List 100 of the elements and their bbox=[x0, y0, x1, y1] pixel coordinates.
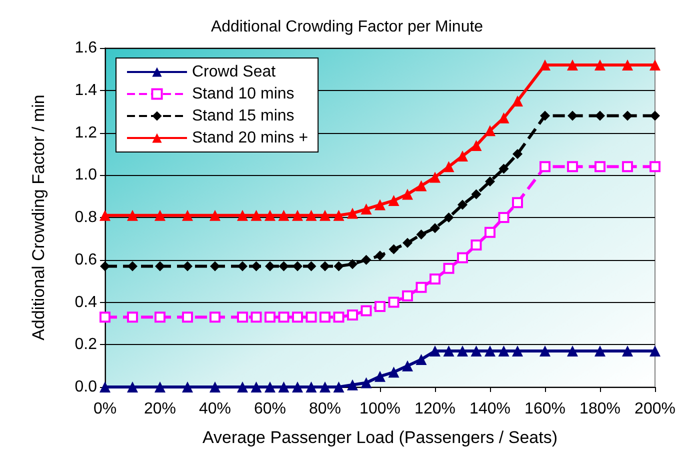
point bbox=[182, 261, 192, 272]
legend-label: Stand 15 mins bbox=[192, 108, 294, 124]
point bbox=[210, 261, 220, 272]
point bbox=[306, 210, 317, 221]
point bbox=[443, 345, 454, 356]
point bbox=[416, 282, 427, 293]
y-tick-label: 0.6 bbox=[74, 251, 98, 268]
point bbox=[238, 261, 248, 272]
point bbox=[650, 110, 660, 121]
point bbox=[347, 208, 358, 219]
point bbox=[594, 59, 606, 70]
point bbox=[458, 200, 468, 210]
point bbox=[250, 382, 262, 392]
point bbox=[374, 370, 386, 382]
y-tick-label: 0.4 bbox=[74, 294, 98, 311]
y-tick-label: 0.2 bbox=[74, 336, 98, 354]
point bbox=[443, 161, 454, 172]
point bbox=[264, 382, 276, 392]
point bbox=[471, 189, 482, 200]
point bbox=[292, 312, 303, 323]
point bbox=[237, 312, 248, 323]
point bbox=[402, 188, 413, 200]
point bbox=[278, 261, 289, 272]
point bbox=[128, 261, 138, 272]
y-tick-label: 0.8 bbox=[74, 209, 98, 226]
point bbox=[348, 259, 358, 270]
x-tick-label: 80% bbox=[308, 400, 342, 418]
point bbox=[430, 273, 440, 284]
point bbox=[470, 240, 482, 251]
point bbox=[568, 110, 578, 121]
point bbox=[360, 305, 372, 316]
point bbox=[127, 312, 138, 323]
point bbox=[182, 382, 193, 392]
x-axis-title: Average Passenger Load (Passengers / Seats) bbox=[202, 428, 558, 447]
point bbox=[320, 261, 330, 272]
y-tick-label: 1.6 bbox=[74, 40, 98, 56]
x-tick-label: 160% bbox=[524, 400, 566, 418]
point bbox=[388, 195, 400, 206]
point bbox=[498, 212, 510, 223]
point bbox=[498, 345, 510, 356]
point bbox=[100, 382, 110, 392]
point bbox=[622, 59, 633, 70]
y-tick-label: 1.4 bbox=[74, 82, 98, 99]
point bbox=[100, 210, 110, 221]
point bbox=[567, 345, 578, 356]
point bbox=[278, 382, 290, 392]
point bbox=[374, 199, 386, 210]
point bbox=[292, 382, 303, 392]
point bbox=[650, 59, 660, 70]
point bbox=[347, 309, 358, 320]
point bbox=[320, 210, 330, 221]
x-tick-label: 120% bbox=[414, 400, 456, 418]
point bbox=[375, 250, 385, 261]
point bbox=[457, 345, 468, 356]
point bbox=[100, 312, 110, 323]
x-tick-label: 200% bbox=[634, 400, 676, 418]
point bbox=[361, 254, 372, 265]
x-tick-label: 60% bbox=[254, 400, 286, 418]
x-tick-label: 0% bbox=[93, 400, 117, 418]
point bbox=[182, 312, 193, 323]
point bbox=[567, 59, 578, 70]
point bbox=[306, 261, 316, 272]
point bbox=[265, 261, 275, 272]
point bbox=[210, 382, 220, 392]
point bbox=[485, 176, 495, 186]
point bbox=[250, 210, 262, 221]
point bbox=[416, 180, 427, 192]
point bbox=[320, 312, 330, 323]
point bbox=[594, 345, 606, 356]
point bbox=[484, 125, 496, 136]
point bbox=[402, 238, 412, 248]
point bbox=[154, 210, 166, 221]
point bbox=[595, 110, 605, 121]
point bbox=[402, 290, 413, 302]
legend-label: Stand 10 mins bbox=[192, 86, 294, 102]
point bbox=[484, 226, 496, 238]
point bbox=[182, 210, 193, 221]
x-tick-label: 140% bbox=[470, 400, 510, 418]
point bbox=[470, 140, 482, 151]
point bbox=[457, 150, 468, 162]
y-tick-label: 1.0 bbox=[74, 166, 98, 184]
point bbox=[237, 210, 248, 221]
x-tick-label: 180% bbox=[580, 400, 620, 418]
point bbox=[210, 210, 220, 221]
point bbox=[512, 95, 523, 106]
point bbox=[333, 312, 344, 323]
point bbox=[594, 161, 606, 172]
point bbox=[457, 252, 468, 264]
point bbox=[402, 360, 413, 372]
x-tick-label: 100% bbox=[360, 400, 400, 418]
point bbox=[388, 244, 399, 254]
point bbox=[416, 229, 426, 240]
x-tick-label: 20% bbox=[144, 400, 176, 418]
point bbox=[416, 354, 427, 365]
point bbox=[100, 261, 110, 272]
point bbox=[498, 164, 509, 174]
point bbox=[334, 261, 344, 272]
point bbox=[251, 261, 262, 272]
point bbox=[430, 223, 440, 234]
point bbox=[444, 212, 454, 222]
